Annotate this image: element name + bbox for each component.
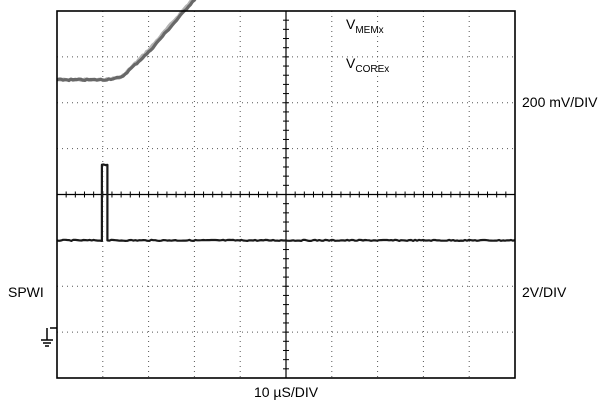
vmem-label: VMEMx bbox=[346, 16, 384, 36]
plot-frame bbox=[56, 10, 516, 379]
spwi-label: SPWI bbox=[8, 284, 44, 300]
traces bbox=[56, 0, 516, 242]
vcore-label: VCOREx bbox=[346, 55, 389, 75]
spwi-trace bbox=[56, 163, 516, 242]
horizontal-scale-label: 10 µS/DIV bbox=[254, 384, 319, 400]
upper-vertical-scale-label: 200 mV/DIV bbox=[522, 94, 598, 110]
vcore-trace bbox=[56, 0, 197, 83]
ground-marker-icon bbox=[41, 327, 57, 347]
grid bbox=[56, 10, 516, 379]
lower-vertical-scale-label: 2V/DIV bbox=[522, 284, 567, 300]
